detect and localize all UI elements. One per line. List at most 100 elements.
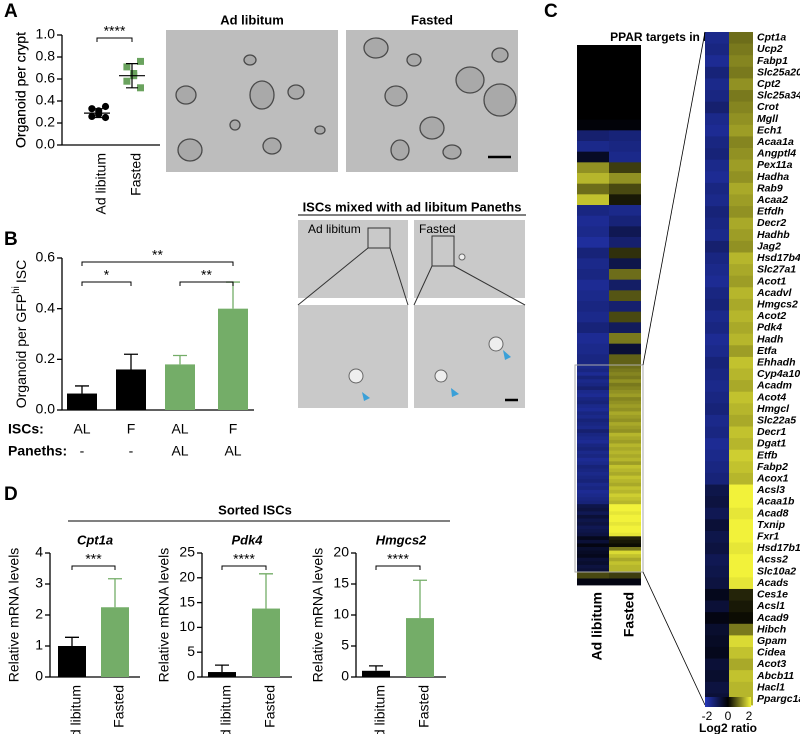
heatmap-cell — [577, 382, 609, 387]
heatmap-cell — [705, 101, 729, 114]
heatmap-cell — [609, 504, 641, 509]
heatmap-cell — [577, 45, 609, 57]
y-axis-label-sup: hi — [11, 286, 22, 294]
heatmap-cell — [577, 343, 609, 355]
heatmap-cell — [577, 386, 609, 391]
heatmap-cell — [609, 500, 641, 505]
heatmap-cell — [609, 141, 641, 153]
heatmap-cell — [705, 577, 729, 590]
heatmap-cell — [609, 489, 641, 494]
gene-label: Hsd17b4 — [757, 252, 800, 264]
heatmap-cell — [729, 496, 753, 509]
bar — [218, 308, 248, 410]
heatmap-cell — [609, 247, 641, 259]
y-tick-label: 1 — [35, 637, 43, 653]
data-point — [95, 110, 103, 118]
heatmap-cell — [577, 425, 609, 430]
data-point — [101, 102, 110, 111]
heatmap-cell — [609, 425, 641, 430]
chart-title: Hmgcs2 — [376, 532, 427, 547]
heatmap-cell — [705, 124, 729, 137]
bar — [101, 607, 129, 677]
heatmap-cell — [577, 422, 609, 427]
heatmap-cell — [729, 542, 753, 555]
image-title: Fasted — [411, 12, 453, 27]
colorbar — [705, 697, 751, 707]
heatmap-cell — [609, 311, 641, 323]
error-bar — [413, 579, 427, 619]
gene-label: Acsl3 — [756, 484, 785, 496]
y-tick-label: 20 — [333, 544, 349, 560]
x-tick-label: Fasted — [111, 685, 127, 728]
heatmap-cell — [705, 368, 729, 381]
gene-label: Angptl4 — [756, 148, 796, 160]
heatmap-cell — [705, 414, 729, 427]
heatmap-cell — [577, 475, 609, 480]
gene-label: Slc25a34 — [757, 90, 800, 102]
heatmap-cell — [577, 418, 609, 423]
heatmap-cell — [609, 511, 641, 516]
y-tick-label: 10 — [333, 606, 349, 622]
heatmap-cell — [705, 565, 729, 578]
heatmap-cell — [729, 124, 753, 137]
error-bar — [226, 281, 240, 309]
bar — [406, 618, 434, 677]
heatmap-cell — [609, 407, 641, 412]
heatmap-cell — [577, 514, 609, 519]
heatmap-cell — [577, 368, 609, 373]
heatmap-cell — [609, 393, 641, 398]
gene-label: Mgll — [757, 113, 779, 125]
heatmap-cell — [705, 229, 729, 242]
heatmap-cell — [705, 356, 729, 369]
heatmap-cell — [609, 436, 641, 441]
heatmap-cell — [609, 194, 641, 206]
y-tick-label: 2 — [35, 606, 43, 622]
micrograph — [346, 30, 518, 172]
gene-label: Acadvl — [756, 287, 793, 299]
heatmap-cell — [577, 489, 609, 494]
gene-label: Etfa — [757, 345, 777, 357]
heatmap-cell — [577, 482, 609, 487]
y-tick-label: 0.0 — [36, 401, 56, 417]
heatmap-cell — [609, 518, 641, 523]
x-tick-label: AL — [171, 443, 188, 459]
heatmap-cell — [729, 252, 753, 265]
gene-label: Slc27a1 — [757, 264, 796, 276]
panel-label: A — [4, 1, 18, 22]
heatmap-cell — [577, 507, 609, 512]
x-tick-label: Ad libitum — [218, 685, 234, 734]
heatmap-cell — [577, 407, 609, 412]
heatmap-cell — [705, 206, 729, 219]
gene-label: Cpt1a — [757, 32, 786, 44]
heatmap-cell — [577, 568, 609, 573]
heatmap-cell — [609, 279, 641, 291]
heatmap-cell — [705, 55, 729, 68]
error-bar — [91, 108, 103, 119]
heatmap-cell — [609, 572, 641, 579]
heatmap-cell — [729, 554, 753, 567]
inset-label: Ad libitum — [308, 222, 361, 236]
heatmap-cell — [705, 391, 729, 404]
gene-label: Ech1 — [757, 124, 782, 136]
heatmap-cell — [609, 411, 641, 416]
micrograph — [166, 30, 338, 172]
heatmap-cell — [577, 561, 609, 566]
heatmap-cell — [577, 518, 609, 523]
y-axis-label: Organoid per crypt — [13, 32, 29, 148]
gene-label: Acadm — [756, 380, 792, 392]
heatmap-cell — [729, 32, 753, 45]
heatmap-cell — [609, 66, 641, 78]
y-axis-label: Relative mRNA levels — [310, 548, 326, 683]
gene-label: Fabp2 — [757, 461, 788, 473]
significance-bracket — [81, 261, 234, 266]
heatmap-cell — [705, 322, 729, 335]
heatmap-cell — [577, 301, 609, 313]
heatmap-cell — [609, 554, 641, 559]
heatmap-cell — [729, 333, 753, 346]
heatmap-cell — [729, 368, 753, 381]
significance-label: ** — [152, 247, 163, 263]
heatmap-cell — [729, 206, 753, 219]
gene-label: Etfdh — [757, 206, 784, 218]
significance-bracket — [81, 281, 132, 286]
heatmap-cell — [577, 269, 609, 281]
